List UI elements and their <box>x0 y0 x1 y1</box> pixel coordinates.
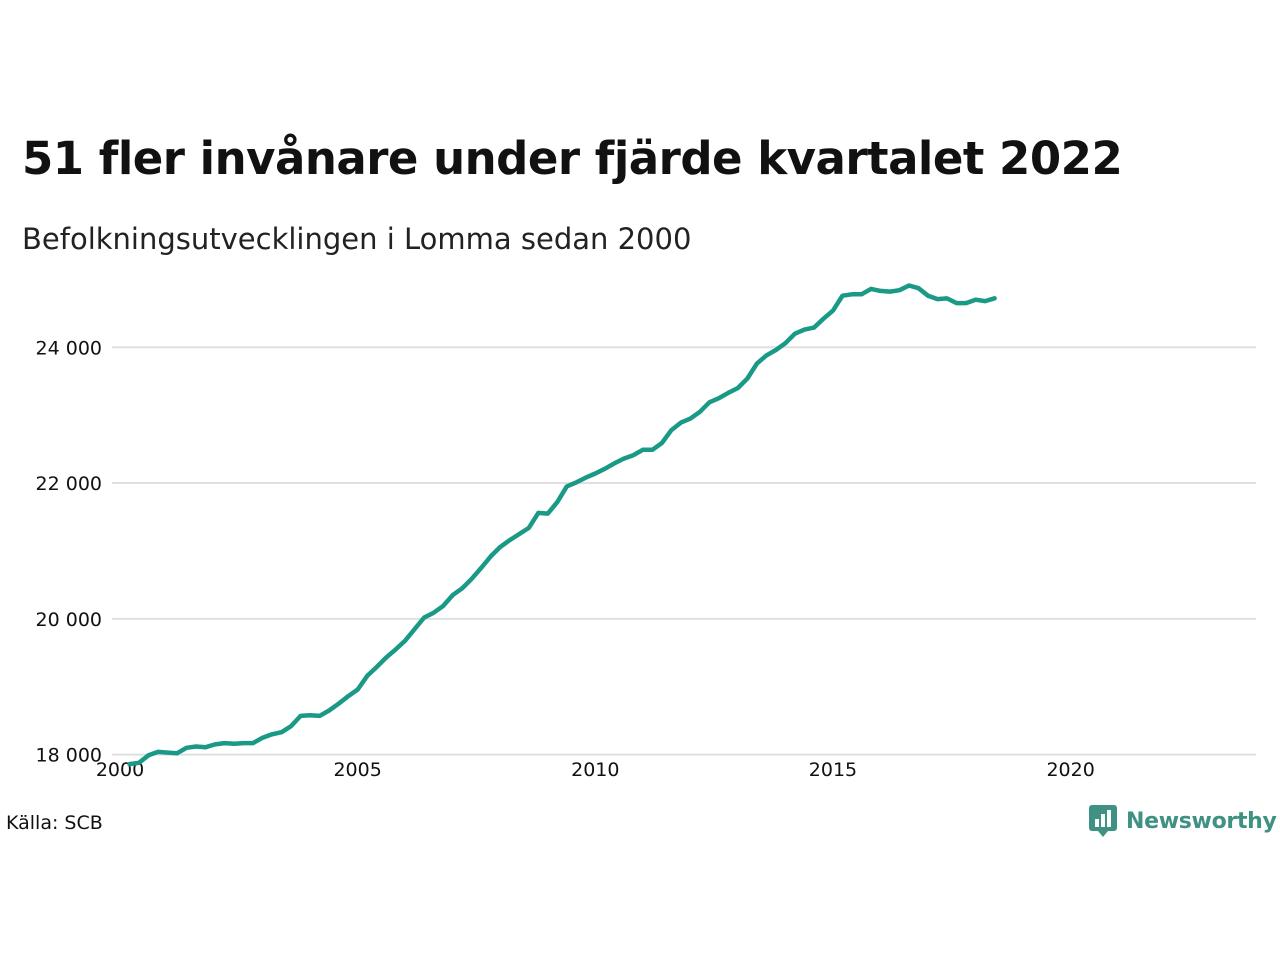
y-tick-label: 18 000 <box>36 745 102 767</box>
x-tick-label: 2020 <box>1046 759 1094 781</box>
x-tick-label: 2005 <box>333 759 381 781</box>
y-tick-label: 24 000 <box>36 337 102 359</box>
source-credit: Källa: SCB <box>6 812 103 834</box>
end-value-label: 24 721 <box>1132 0 1219 6</box>
brand-name: Newsworthy <box>1126 808 1277 834</box>
x-tick-label: 2010 <box>571 759 619 781</box>
series-line <box>127 283 997 767</box>
y-axis-tick-labels: 18 000 20 000 22 000 24 000 <box>36 337 102 766</box>
grid-lines <box>112 346 1256 756</box>
x-axis-tick-labels: 2000 2005 2010 2015 2020 <box>96 759 1095 781</box>
newsworthy-logo-icon <box>1089 805 1117 837</box>
y-tick-label: 20 000 <box>36 609 102 631</box>
page-title: 51 fler invånare under fjärde kvartalet … <box>22 132 1123 185</box>
chart-subtitle: Befolkningsutvecklingen i Lomma sedan 20… <box>22 222 692 256</box>
y-tick-label: 22 000 <box>36 473 102 495</box>
data-labels: 24 721 <box>1132 0 1219 6</box>
series-layer <box>127 283 997 767</box>
x-tick-label: 2015 <box>809 759 857 781</box>
brand-logo: Newsworthy <box>1088 804 1277 838</box>
